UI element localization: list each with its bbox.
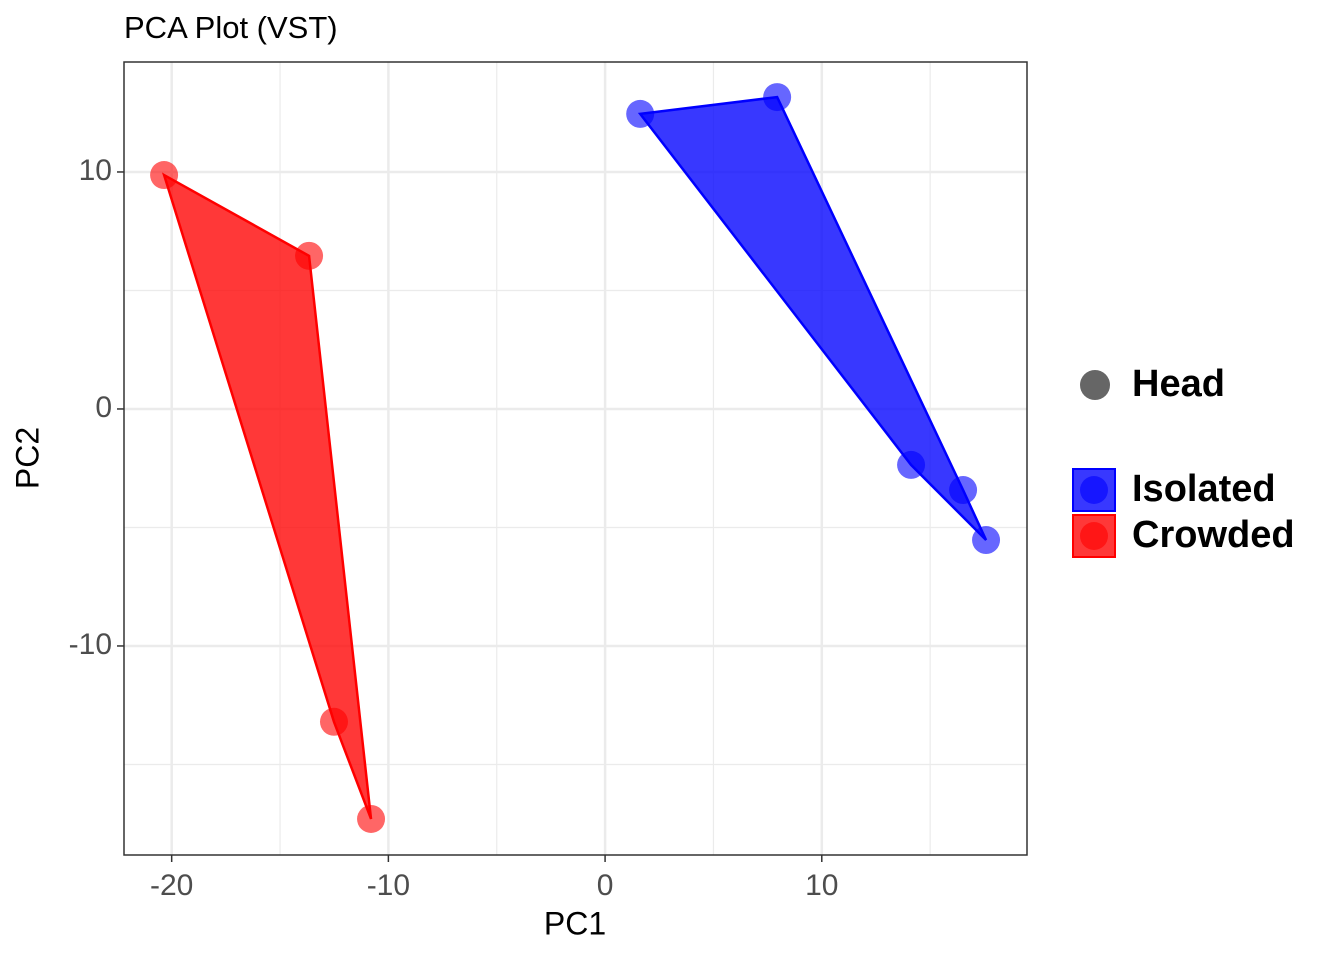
y-tick-label: 10 (79, 154, 112, 187)
point (626, 99, 655, 128)
x-axis-title: PC1 (544, 905, 606, 941)
x-tick-label: -10 (367, 869, 410, 902)
y-axis-title: PC2 (9, 427, 45, 489)
legend-label: Head (1132, 363, 1225, 405)
legend-label: Crowded (1132, 514, 1295, 556)
point (897, 450, 926, 479)
point (972, 526, 1001, 555)
legend-key-point (1080, 522, 1108, 550)
x-tick-label: 10 (805, 869, 838, 902)
legend-key-point (1080, 476, 1108, 504)
point (295, 241, 324, 270)
legend-shape (1080, 370, 1110, 400)
hull (637, 95, 988, 541)
legend-label: Isolated (1132, 468, 1276, 510)
y-tick-label: 0 (95, 391, 112, 424)
point (357, 804, 386, 833)
y-tick-label: -10 (69, 628, 112, 661)
x-tick-label: -20 (150, 869, 193, 902)
point (150, 161, 179, 190)
point (319, 707, 348, 736)
x-tick-label: 0 (597, 869, 614, 902)
point (949, 476, 978, 505)
panel-border (123, 61, 1028, 856)
point (763, 83, 792, 112)
chart-title: PCA Plot (VST) (124, 10, 338, 45)
